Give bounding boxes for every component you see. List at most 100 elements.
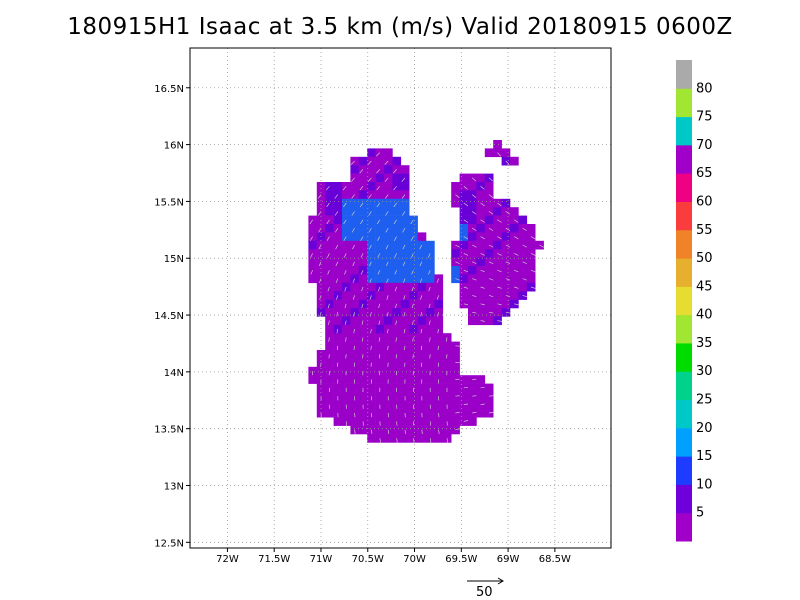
wind-cell: [333, 299, 343, 309]
map-frame: [189, 47, 612, 549]
wind-arrow: [351, 228, 355, 233]
wind-arrow: [345, 421, 348, 427]
wind-cell: [375, 341, 385, 351]
wind-cell: [367, 198, 376, 208]
wind-arrow: [360, 236, 364, 242]
wind-cell: [367, 383, 376, 393]
wind-arrow: [310, 270, 313, 275]
wind-cell: [451, 182, 460, 191]
wind-arrow: [401, 194, 406, 199]
wind-arrow: [446, 421, 448, 427]
wind-cell: [325, 291, 334, 300]
wind-arrow: [394, 270, 397, 275]
lon-tick-label: 68.5W: [539, 554, 571, 565]
colorbar-segment: [676, 342, 692, 372]
wind-arrow: [334, 228, 339, 233]
wind-arrow: [420, 328, 423, 334]
wind-arrow: [369, 312, 372, 318]
wind-cell: [308, 257, 318, 267]
wind-arrow: [393, 219, 397, 225]
wind-arrow: [505, 278, 511, 281]
wind-cell: [333, 350, 343, 359]
wind-cell: [468, 198, 477, 208]
wind-arrow: [326, 202, 330, 208]
wind-cell: [484, 148, 494, 158]
wind-cell: [484, 198, 494, 208]
wind-arrow: [368, 211, 372, 216]
wind-cell: [375, 425, 385, 435]
wind-cell: [392, 190, 402, 200]
lat-tick-label: 15.5N: [154, 197, 184, 208]
colorbar-label: 70: [696, 138, 713, 153]
wind-arrow: [361, 286, 364, 292]
wind-cell: [493, 224, 502, 233]
colorbar-label: 10: [696, 477, 713, 492]
wind-arrow: [480, 236, 486, 240]
wind-arrow: [539, 244, 545, 248]
colorbar-segment: [676, 258, 692, 287]
wind-cell: [468, 282, 477, 292]
wind-cell: [342, 341, 351, 351]
wind-arrow: [385, 228, 389, 233]
colorbar-segment: [676, 286, 692, 316]
wind-cell: [325, 358, 334, 368]
wind-cell: [367, 165, 376, 174]
wind-cell: [392, 375, 402, 384]
wind-cell: [459, 392, 469, 401]
wind-cell: [476, 224, 486, 233]
wind-cell: [426, 308, 435, 317]
wind-arrow: [427, 253, 431, 259]
wind-cell: [358, 358, 368, 368]
wind-arrow: [514, 286, 520, 289]
wind-cell: [384, 148, 393, 158]
wind-arrow: [419, 295, 423, 301]
wind-arrow: [522, 227, 528, 232]
wind-arrow: [327, 286, 330, 292]
wind-arrow: [437, 328, 439, 334]
wind-arrow: [395, 354, 397, 360]
wind-cell: [468, 249, 477, 258]
wind-arrow: [455, 244, 461, 248]
wind-arrow: [530, 286, 536, 289]
wind-cell: [392, 257, 402, 267]
wind-arrow: [335, 295, 339, 301]
wind-cell: [358, 274, 368, 284]
wind-cell: [333, 232, 343, 242]
wind-cell: [476, 173, 486, 183]
wind-cell: [468, 299, 477, 309]
wind-cell: [400, 232, 410, 242]
wind-cell: [392, 156, 402, 166]
wind-arrow: [472, 395, 478, 397]
colorbar-label: 55: [696, 223, 713, 238]
wind-arrow: [344, 303, 347, 309]
wind-cell: [316, 182, 326, 191]
wind-cell: [358, 207, 368, 216]
wind-arrow: [361, 303, 364, 309]
wind-cell: [367, 182, 376, 191]
chart-title: 180915H1 Isaac at 3.5 km (m/s) Valid 201…: [67, 14, 733, 40]
wind-cell: [476, 392, 486, 401]
wind-cell: [526, 240, 536, 250]
wind-arrow: [344, 286, 347, 292]
wind-cell: [350, 198, 360, 208]
wind-cell: [426, 291, 435, 300]
wind-cell: [333, 198, 343, 208]
wind-arrow: [402, 228, 406, 233]
wind-cell: [476, 291, 486, 300]
wind-cell: [468, 383, 477, 393]
wind-cell: [384, 316, 393, 326]
wind-cell: [342, 257, 351, 267]
wind-cell: [434, 316, 444, 326]
wind-cell: [342, 274, 351, 284]
wind-cell: [434, 299, 444, 309]
wind-cell: [358, 240, 368, 250]
wind-cell: [358, 408, 368, 418]
wind-cell: [493, 257, 502, 267]
wind-cell: [434, 383, 444, 393]
wind-arrow: [360, 270, 364, 275]
wind-cell: [417, 417, 427, 426]
wind-cell: [384, 249, 393, 258]
colorbar-label: 75: [696, 110, 713, 125]
wind-cell: [342, 190, 351, 200]
colorbar-segment: [676, 116, 692, 146]
